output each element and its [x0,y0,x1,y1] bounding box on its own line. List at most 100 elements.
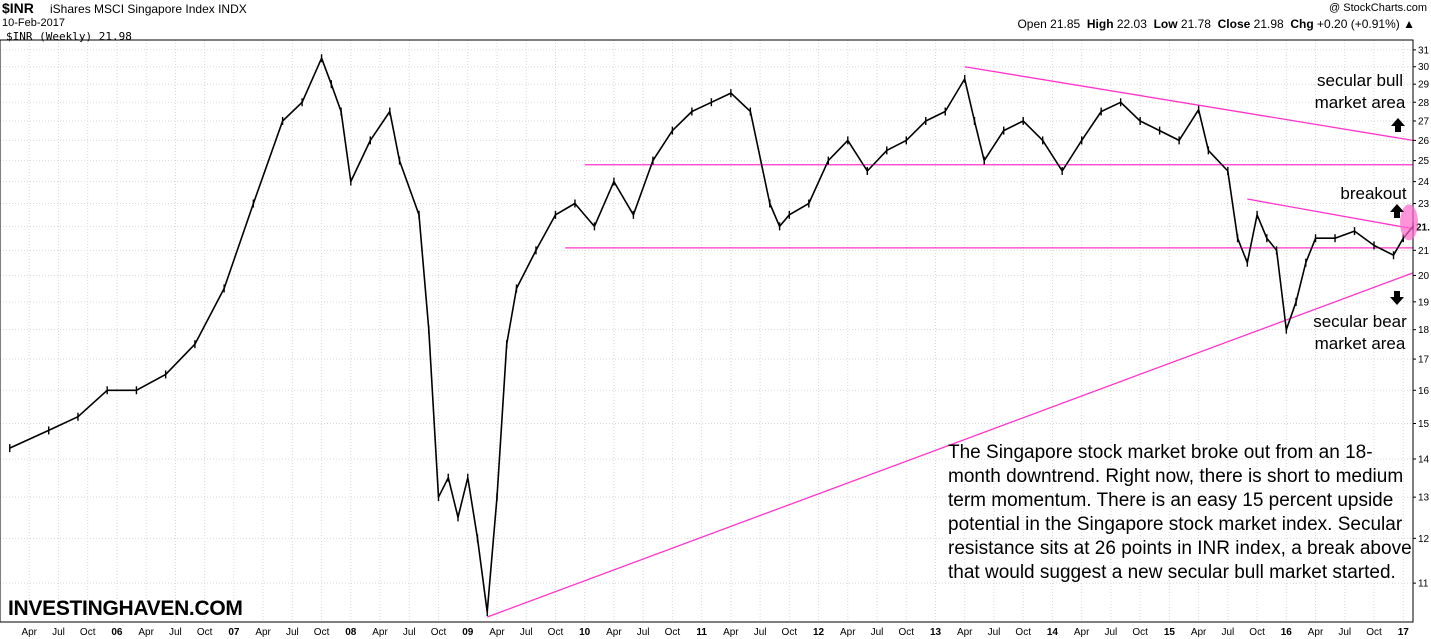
bear-area-label: secular bear market area [1313,312,1407,353]
x-tick-label: 17 [1398,627,1410,638]
x-tick-label: Jul [403,627,416,638]
close-value: 21.98 [1253,17,1284,31]
x-tick-label: Jul [286,627,299,638]
up-arrow-icon: ▲ [1403,17,1415,31]
x-tick-label: Oct [898,627,914,638]
bull-area-label: secular bull market area [1314,71,1406,112]
x-tick-label: 16 [1281,627,1293,638]
x-tick-label: Oct [197,627,213,638]
chart-header: $INR iShares MSCI Singapore Index INDX 1… [0,0,1431,40]
plot-frame [0,39,1414,623]
y-tick-label: 12 [1418,534,1430,545]
site-watermark: INVESTINGHAVEN.COM [8,597,243,620]
down-arrow-icon [1390,291,1404,305]
y-tick-label: 28 [1418,98,1430,109]
up-arrow-icon [1390,204,1404,218]
y-tick-label: 14 [1418,455,1430,466]
x-tick-label: 12 [813,627,825,638]
x-tick-label: Apr [21,627,37,638]
last-value-label: 21. [1416,222,1430,233]
x-tick-label: Jul [754,627,767,638]
last-value-box [1414,219,1431,233]
x-tick-label: Oct [665,627,681,638]
y-tick-label: 25 [1418,156,1430,167]
open-label: Open [1017,17,1047,31]
y-tick-label: 17 [1418,355,1430,366]
x-tick-label: Apr [1074,627,1090,638]
x-tick-label: Apr [957,627,973,638]
x-tick-label: Apr [255,627,271,638]
x-tick-label: Apr [723,627,739,638]
quote-summary: Open 21.85 High 22.03 Low 21.78 Close 21… [1017,17,1415,31]
chart-axes: 1112131415161718192021222324252627282930… [0,39,1431,638]
high-label: High [1086,17,1114,31]
x-tick-label: Oct [431,627,447,638]
y-tick-label: 29 [1418,80,1430,91]
chart-grid [0,40,1413,622]
x-tick-label: 09 [462,627,474,638]
x-tick-label: Oct [1015,627,1031,638]
y-tick-label: 30 [1418,62,1430,73]
x-tick-label: Oct [80,627,96,638]
x-tick-label: Jul [1338,627,1351,638]
up-arrow-icon [1391,118,1405,132]
x-tick-label: Oct [548,627,564,638]
x-tick-label: 10 [579,627,591,638]
breakout-label: breakout [1340,184,1407,203]
close-label: Close [1217,17,1251,31]
chart-date: 10-Feb-2017 [2,17,65,29]
x-tick-label: Jul [1105,627,1118,638]
x-tick-label: Oct [1249,627,1265,638]
x-tick-label: Apr [1191,627,1207,638]
x-tick-label: Oct [1366,627,1382,638]
x-tick-label: 11 [696,627,707,638]
open-value: 21.85 [1050,17,1081,31]
y-tick-label: 21 [1418,246,1430,257]
low-value: 21.78 [1180,17,1211,31]
x-tick-label: 14 [1047,627,1059,638]
trend-line [487,272,1414,618]
x-tick-label: Apr [372,627,388,638]
x-tick-label: 07 [228,627,240,638]
y-tick-label: 24 [1418,177,1430,188]
y-tick-label: 26 [1418,136,1430,147]
x-tick-label: Jul [637,627,650,638]
y-tick-label: 27 [1418,116,1430,127]
x-tick-label: 13 [930,627,942,638]
x-tick-label: Apr [489,627,505,638]
y-tick-label: 11 [1418,579,1429,590]
trend-line [964,66,1414,142]
x-tick-label: Oct [1132,627,1148,638]
trend-line [1247,198,1414,230]
source-credit: @ StockCharts.com [1329,2,1427,14]
x-tick-label: Jul [988,627,1001,638]
x-tick-label: 06 [111,627,123,638]
x-tick-label: Jul [871,627,884,638]
y-tick-label: 23 [1418,199,1430,210]
x-tick-label: 15 [1164,627,1176,638]
trendlines [487,66,1414,618]
series-legend: $INR (Weekly) 21.98 [6,30,132,43]
y-tick-label: 15 [1418,419,1430,430]
x-tick-label: Oct [782,627,798,638]
x-tick-label: Jul [520,627,533,638]
y-tick-label: 18 [1418,325,1430,336]
x-tick-label: Jul [52,627,65,638]
y-tick-label: 20 [1418,271,1430,282]
chg-value: +0.20 (+0.91%) [1317,17,1400,31]
analysis-note: The Singapore stock market broke out fro… [948,442,1412,583]
low-label: Low [1153,17,1178,31]
y-tick-label: 31 [1418,45,1430,56]
x-tick-label: Jul [169,627,182,638]
x-tick-label: 08 [345,627,357,638]
y-tick-label: 16 [1418,386,1430,397]
annotation-marks [1390,118,1418,305]
y-tick-label: 13 [1418,493,1430,504]
x-tick-label: Oct [314,627,330,638]
x-tick-label: Jul [1221,627,1234,638]
y-tick-label: 19 [1418,297,1430,308]
breakout-highlight [1400,204,1418,241]
high-value: 22.03 [1116,17,1147,31]
x-tick-label: Apr [138,627,154,638]
